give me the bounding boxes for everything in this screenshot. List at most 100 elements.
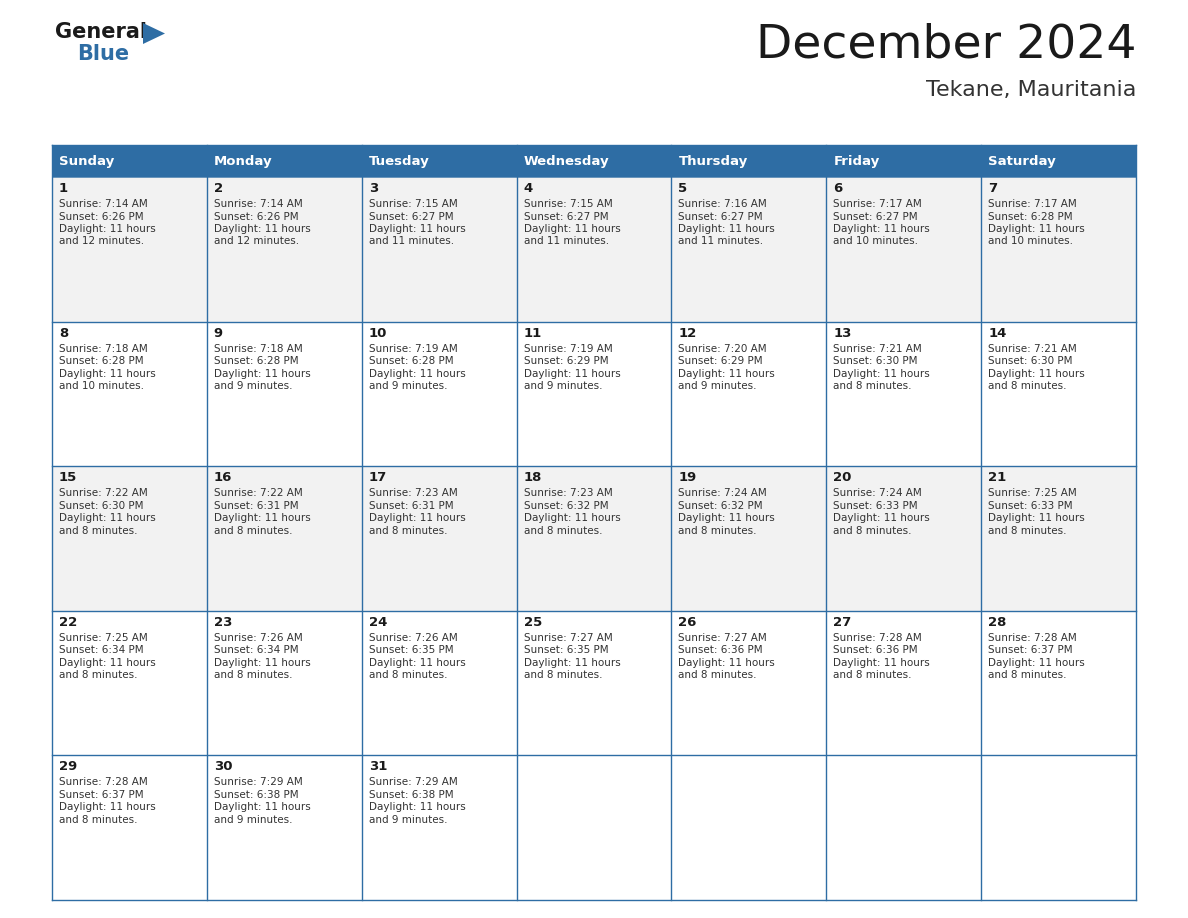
Text: 7: 7 [988,182,997,195]
Text: Sunset: 6:33 PM: Sunset: 6:33 PM [833,500,918,510]
Text: 17: 17 [368,471,387,484]
Text: Sunset: 6:29 PM: Sunset: 6:29 PM [524,356,608,366]
Text: Daylight: 11 hours: Daylight: 11 hours [214,658,310,667]
Text: Sunset: 6:26 PM: Sunset: 6:26 PM [59,211,144,221]
Text: and 9 minutes.: and 9 minutes. [368,815,447,825]
Bar [517,145,671,177]
Text: 16: 16 [214,471,232,484]
Text: and 8 minutes.: and 8 minutes. [988,526,1067,536]
Text: and 9 minutes.: and 9 minutes. [214,815,292,825]
Text: 11: 11 [524,327,542,340]
Text: Sunset: 6:27 PM: Sunset: 6:27 PM [833,211,918,221]
Text: and 9 minutes.: and 9 minutes. [214,381,292,391]
Text: Daylight: 11 hours: Daylight: 11 hours [214,224,310,234]
Text: Daylight: 11 hours: Daylight: 11 hours [368,802,466,812]
Bar [52,610,1136,756]
Text: Sunrise: 7:17 AM: Sunrise: 7:17 AM [833,199,922,209]
Text: Blue: Blue [77,44,129,64]
Text: Sunrise: 7:27 AM: Sunrise: 7:27 AM [678,633,767,643]
Text: Sunrise: 7:28 AM: Sunrise: 7:28 AM [988,633,1076,643]
Text: 27: 27 [833,616,852,629]
Text: Sunset: 6:28 PM: Sunset: 6:28 PM [368,356,454,366]
Text: Sunset: 6:37 PM: Sunset: 6:37 PM [988,645,1073,655]
Text: Sunrise: 7:27 AM: Sunrise: 7:27 AM [524,633,612,643]
Text: and 8 minutes.: and 8 minutes. [988,670,1067,680]
Text: 9: 9 [214,327,223,340]
Bar [207,145,361,177]
Text: 23: 23 [214,616,232,629]
Text: Sunrise: 7:26 AM: Sunrise: 7:26 AM [214,633,303,643]
Text: Sunrise: 7:19 AM: Sunrise: 7:19 AM [368,343,457,353]
Text: Sunset: 6:31 PM: Sunset: 6:31 PM [368,500,454,510]
Text: and 8 minutes.: and 8 minutes. [368,526,447,536]
Text: and 8 minutes.: and 8 minutes. [833,381,911,391]
Text: Sunrise: 7:21 AM: Sunrise: 7:21 AM [988,343,1076,353]
Bar [517,756,671,900]
Text: Sunrise: 7:26 AM: Sunrise: 7:26 AM [368,633,457,643]
Text: and 10 minutes.: and 10 minutes. [988,237,1073,247]
Text: and 9 minutes.: and 9 minutes. [524,381,602,391]
Text: Friday: Friday [833,154,879,167]
Text: 12: 12 [678,327,696,340]
Text: Sunset: 6:30 PM: Sunset: 6:30 PM [59,500,144,510]
Text: and 8 minutes.: and 8 minutes. [59,670,138,680]
Text: Sunrise: 7:24 AM: Sunrise: 7:24 AM [833,488,922,498]
Text: 25: 25 [524,616,542,629]
Text: Daylight: 11 hours: Daylight: 11 hours [524,224,620,234]
Text: 18: 18 [524,471,542,484]
Text: Sunset: 6:38 PM: Sunset: 6:38 PM [368,789,454,800]
Text: Daylight: 11 hours: Daylight: 11 hours [833,513,930,523]
Text: and 11 minutes.: and 11 minutes. [524,237,608,247]
Text: Sunrise: 7:29 AM: Sunrise: 7:29 AM [368,778,457,788]
Text: and 8 minutes.: and 8 minutes. [368,670,447,680]
Text: Sunrise: 7:18 AM: Sunrise: 7:18 AM [214,343,303,353]
Text: Daylight: 11 hours: Daylight: 11 hours [833,224,930,234]
Text: Daylight: 11 hours: Daylight: 11 hours [988,369,1085,378]
Text: Sunset: 6:31 PM: Sunset: 6:31 PM [214,500,298,510]
Text: and 11 minutes.: and 11 minutes. [368,237,454,247]
Text: Sunset: 6:26 PM: Sunset: 6:26 PM [214,211,298,221]
Text: 30: 30 [214,760,233,773]
Text: Sunset: 6:34 PM: Sunset: 6:34 PM [59,645,144,655]
Bar [52,756,1136,900]
Text: Sunrise: 7:23 AM: Sunrise: 7:23 AM [524,488,612,498]
Text: 2: 2 [214,182,223,195]
Bar [671,756,827,900]
Text: Sunset: 6:30 PM: Sunset: 6:30 PM [833,356,918,366]
Text: Daylight: 11 hours: Daylight: 11 hours [988,513,1085,523]
Text: Daylight: 11 hours: Daylight: 11 hours [59,224,156,234]
Text: Sunrise: 7:16 AM: Sunrise: 7:16 AM [678,199,767,209]
Text: and 10 minutes.: and 10 minutes. [833,237,918,247]
Text: Sunset: 6:36 PM: Sunset: 6:36 PM [833,645,918,655]
Text: Sunrise: 7:21 AM: Sunrise: 7:21 AM [833,343,922,353]
Text: and 9 minutes.: and 9 minutes. [368,381,447,391]
Bar [981,145,1136,177]
Text: Sunrise: 7:14 AM: Sunrise: 7:14 AM [59,199,147,209]
Bar [52,145,207,177]
Text: Daylight: 11 hours: Daylight: 11 hours [524,513,620,523]
Text: Daylight: 11 hours: Daylight: 11 hours [524,658,620,667]
Text: Daylight: 11 hours: Daylight: 11 hours [59,369,156,378]
Text: 14: 14 [988,327,1006,340]
Text: Daylight: 11 hours: Daylight: 11 hours [678,369,776,378]
Text: Sunrise: 7:22 AM: Sunrise: 7:22 AM [214,488,303,498]
Text: 21: 21 [988,471,1006,484]
Text: Sunrise: 7:28 AM: Sunrise: 7:28 AM [59,778,147,788]
Text: 5: 5 [678,182,688,195]
Text: 19: 19 [678,471,696,484]
Text: and 10 minutes.: and 10 minutes. [59,381,144,391]
Text: and 9 minutes.: and 9 minutes. [678,381,757,391]
Text: Daylight: 11 hours: Daylight: 11 hours [214,802,310,812]
Text: Sunset: 6:36 PM: Sunset: 6:36 PM [678,645,763,655]
Text: and 8 minutes.: and 8 minutes. [833,670,911,680]
Text: Daylight: 11 hours: Daylight: 11 hours [59,513,156,523]
Text: 8: 8 [59,327,68,340]
Text: Daylight: 11 hours: Daylight: 11 hours [988,224,1085,234]
Text: 15: 15 [59,471,77,484]
Text: Daylight: 11 hours: Daylight: 11 hours [368,513,466,523]
Text: Sunset: 6:32 PM: Sunset: 6:32 PM [524,500,608,510]
Bar [52,466,1136,610]
Text: Wednesday: Wednesday [524,154,609,167]
Text: and 8 minutes.: and 8 minutes. [59,526,138,536]
Text: Sunset: 6:30 PM: Sunset: 6:30 PM [988,356,1073,366]
